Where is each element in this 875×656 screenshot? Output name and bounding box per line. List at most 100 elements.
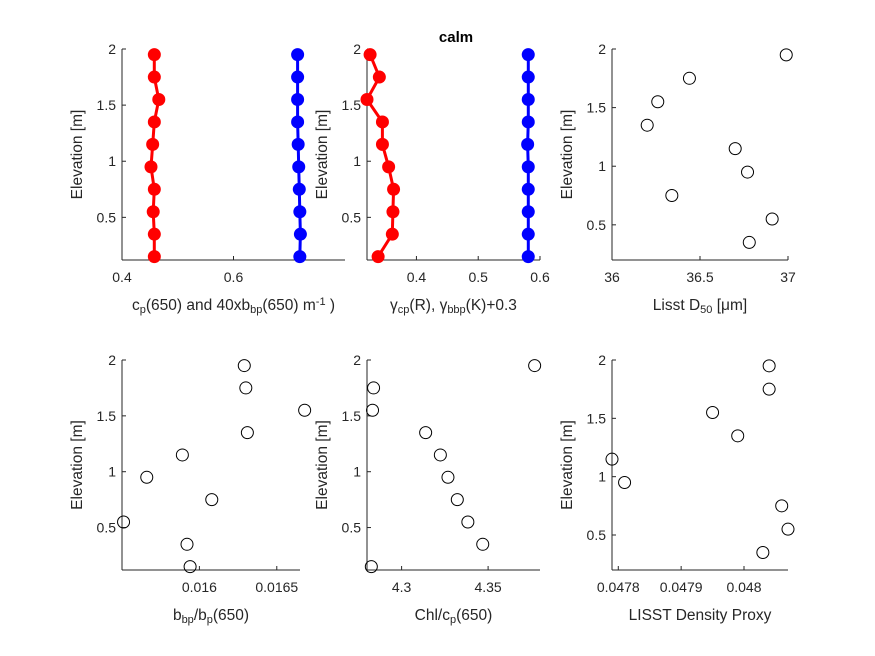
x-axis-label-part: p bbox=[140, 304, 146, 316]
x-axis-label-part: bbp bbox=[447, 304, 465, 316]
data-point bbox=[618, 476, 632, 489]
panel-6: 0.0478 0.0479 0.048 0.5 1 1.5 2 Elevation [m] LI… bbox=[559, 352, 795, 624]
x-axis-label-part: ) bbox=[326, 297, 335, 314]
x-axis-label: bbp/bp(650) bbox=[173, 607, 249, 626]
data-point bbox=[239, 381, 253, 395]
data-point bbox=[144, 160, 158, 174]
data-point bbox=[291, 137, 305, 151]
y-axis-label: Elevation [m] bbox=[314, 420, 331, 510]
data-point bbox=[461, 515, 475, 529]
panel-3: 36 36.5 37 0.5 1 1.5 2 Elevation [m] Lisst D50 [… bbox=[559, 41, 796, 316]
data-point bbox=[382, 160, 396, 174]
data-point bbox=[360, 93, 374, 107]
x-axis-label-part: Chl/c bbox=[415, 607, 451, 624]
data-point bbox=[521, 115, 535, 129]
x-axis-label: Lisst D50 [μm] bbox=[653, 297, 747, 316]
data-point bbox=[781, 522, 795, 536]
data-point bbox=[292, 160, 306, 174]
series-2-line bbox=[526, 54, 530, 257]
data-point bbox=[731, 429, 745, 443]
x-axis-label-part: Lisst D bbox=[653, 297, 700, 314]
x-tick-label: 0.6 bbox=[224, 269, 244, 285]
x-tick-label: 4.3 bbox=[392, 579, 412, 595]
y-tick-label: 0.5 bbox=[587, 527, 607, 543]
data-point bbox=[240, 426, 254, 440]
data-point bbox=[291, 115, 305, 129]
y-tick-label: 1 bbox=[598, 158, 606, 174]
series-1-line bbox=[149, 54, 161, 257]
x-axis-label: γcp(R), γbbp(K)+0.3 bbox=[390, 297, 517, 316]
data-point bbox=[147, 227, 161, 241]
data-point bbox=[291, 48, 305, 62]
y-axis-label: Elevation [m] bbox=[69, 420, 86, 510]
y-tick-label: 1.5 bbox=[587, 100, 607, 116]
data-point bbox=[742, 235, 756, 249]
x-axis-label-part: [ bbox=[712, 297, 721, 314]
y-tick-label: 2 bbox=[598, 352, 606, 368]
data-point bbox=[521, 182, 535, 196]
y-tick-label: 2 bbox=[353, 352, 361, 368]
y-axis-label: Elevation [m] bbox=[69, 110, 86, 200]
data-point bbox=[756, 546, 770, 559]
x-axis-label-part: -1 bbox=[316, 296, 326, 308]
y-tick-label: 0.5 bbox=[587, 217, 607, 233]
y-tick-label: 1.5 bbox=[97, 97, 117, 113]
data-point bbox=[147, 182, 161, 196]
data-point bbox=[117, 515, 131, 529]
y-axis-label: Elevation [m] bbox=[314, 110, 331, 200]
x-tick-label: 37 bbox=[780, 269, 796, 285]
y-tick-label: 0.5 bbox=[97, 209, 117, 225]
x-axis-label-part: cp bbox=[398, 304, 410, 316]
data-point bbox=[640, 118, 654, 132]
y-tick-label: 1 bbox=[108, 464, 116, 480]
data-point bbox=[521, 250, 535, 264]
figure-title: calm bbox=[439, 29, 473, 46]
data-point bbox=[293, 227, 307, 241]
x-axis-label-part: bp bbox=[250, 304, 262, 316]
data-point bbox=[385, 227, 399, 241]
data-point bbox=[651, 95, 665, 109]
data-point bbox=[293, 205, 307, 219]
x-tick-label: 0.048 bbox=[726, 579, 761, 595]
x-tick-label: 0.4 bbox=[112, 269, 132, 285]
data-point bbox=[366, 403, 380, 417]
data-point bbox=[387, 182, 401, 196]
data-point bbox=[291, 70, 305, 84]
x-axis-label: LISST Density Proxy bbox=[629, 607, 772, 624]
x-tick-label: 0.016 bbox=[182, 579, 217, 595]
data-point bbox=[371, 250, 385, 264]
y-tick-label: 1 bbox=[108, 153, 116, 169]
data-point bbox=[682, 71, 696, 85]
x-axis-label-part: (650) m bbox=[262, 297, 315, 314]
x-axis-label-part: (650) and 40xb bbox=[146, 297, 250, 314]
data-point bbox=[476, 537, 490, 551]
data-point bbox=[521, 227, 535, 241]
x-tick-label: 0.0165 bbox=[255, 579, 298, 595]
panel-4: 0.016 0.0165 0.5 1 1.5 2 Elevation [m] bbp/bp(6… bbox=[69, 352, 312, 626]
y-tick-label: 0.5 bbox=[342, 520, 362, 536]
series-2-line bbox=[296, 54, 302, 257]
x-axis-label-part: b bbox=[173, 607, 182, 624]
y-axis-label: Elevation [m] bbox=[559, 110, 576, 200]
x-axis-label-part: p bbox=[207, 614, 213, 626]
x-axis-label-part: 50 bbox=[700, 304, 712, 316]
data-point bbox=[450, 493, 464, 507]
data-point bbox=[386, 205, 400, 219]
y-tick-label: 2 bbox=[598, 41, 606, 57]
data-point bbox=[419, 426, 433, 440]
data-point bbox=[146, 205, 160, 219]
y-tick-label: 0.5 bbox=[342, 209, 362, 225]
x-axis-label-part: μ bbox=[721, 297, 730, 314]
data-point bbox=[375, 115, 389, 129]
data-point bbox=[180, 537, 194, 551]
data-point bbox=[521, 160, 535, 174]
data-point bbox=[205, 493, 219, 507]
data-point bbox=[762, 382, 776, 396]
data-point bbox=[147, 115, 161, 129]
data-point bbox=[521, 137, 535, 151]
y-tick-label: 1.5 bbox=[587, 410, 607, 426]
y-tick-label: 2 bbox=[353, 41, 361, 57]
x-tick-label: 4.35 bbox=[474, 579, 501, 595]
data-point bbox=[147, 48, 161, 62]
